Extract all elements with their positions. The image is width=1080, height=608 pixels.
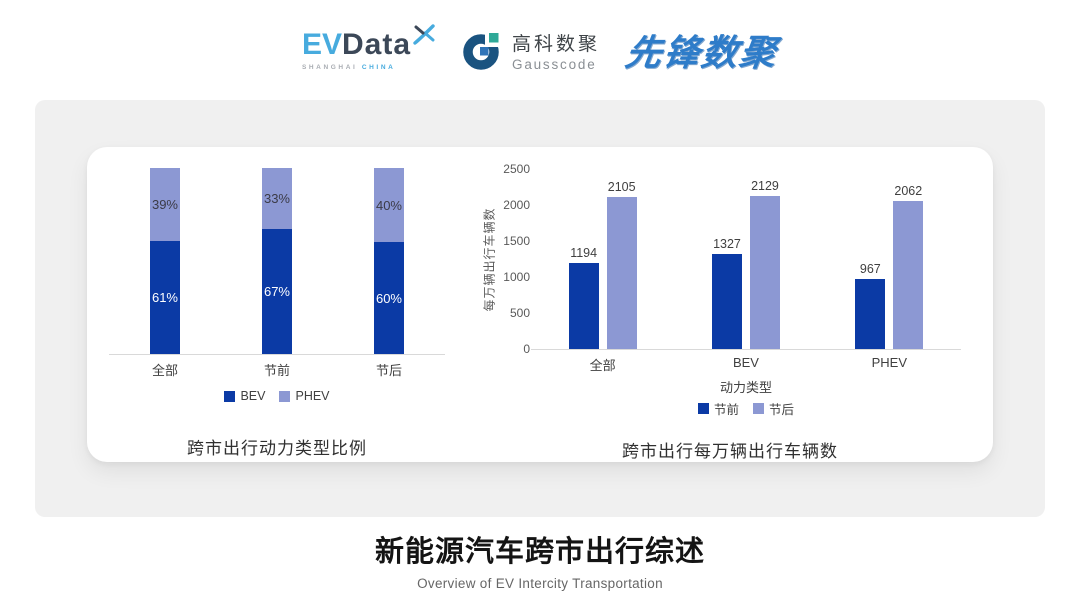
bar-wrap: 2129 — [749, 170, 780, 349]
bar-节后 — [606, 197, 637, 349]
stacked-chart-caption: 跨市出行动力类型比例 — [187, 439, 367, 458]
stacked-bar: 39% 61% — [149, 168, 180, 354]
category-label: 全部 — [589, 358, 616, 373]
bar-segment-phev: 33% — [261, 168, 292, 230]
legend-item: 节前 — [697, 399, 739, 418]
bar-wrap: 967 — [855, 170, 886, 349]
bar-segment-bev: 61% — [149, 240, 180, 354]
y-tick-label: 2500 — [503, 162, 530, 176]
value-label: 1194 — [570, 246, 598, 260]
bar-节前 — [855, 279, 886, 349]
evdata-x-icon — [413, 23, 435, 45]
report-footer: 新能源汽车跨市出行综述 Overview of EV Intercity Tra… — [0, 528, 1080, 591]
y-tick-label: 0 — [523, 342, 530, 356]
legend-swatch — [224, 390, 236, 402]
bar-group: 1327 2129 — [711, 170, 780, 349]
bar-segment-bev: 67% — [261, 229, 292, 354]
legend-swatch — [753, 402, 764, 414]
legend-label: 节前 — [713, 402, 739, 417]
evdata-logo: EV Data SHANGHAI CHINA — [301, 23, 436, 71]
category-label: PHEV — [871, 355, 908, 370]
bar-节后 — [749, 195, 780, 349]
bar-column: 40% 60% — [333, 168, 445, 354]
y-tick-label: 2000 — [503, 198, 530, 212]
value-label: 2129 — [751, 178, 779, 193]
y-tick-label: 500 — [509, 306, 530, 320]
category-label: 全部 — [151, 363, 178, 378]
value-label: 2105 — [607, 180, 636, 195]
bar-segment-phev: 40% — [373, 168, 404, 243]
xianfeng-logo: 先锋数聚 — [622, 32, 781, 73]
legend-label: 节后 — [769, 402, 795, 417]
stacked-cats: 全部 节前 节后 — [109, 360, 445, 379]
grouped-chart-caption: 跨市出行每万辆出行车辆数 — [622, 442, 838, 461]
charts-card: 39% 61% 33% 67% 40% 60% 全部 节前 节后 BEV PHEV 跨市出行动力… — [87, 147, 993, 462]
evdata-china-text: CHINA — [361, 63, 396, 71]
x-axis-label: 动力类型 — [719, 380, 772, 395]
footer-title: 新能源汽车跨市出行综述 — [374, 536, 705, 568]
value-label: 1327 — [713, 236, 741, 251]
bar-wrap: 1327 — [711, 170, 742, 349]
evdata-shanghai-text: SHANGHAI — [301, 63, 358, 71]
stacked-plot: 39% 61% 33% 67% 40% 60% — [109, 168, 445, 355]
evdata-subtitle: SHANGHAI CHINA — [302, 64, 395, 71]
bar-wrap: 2105 — [606, 170, 637, 349]
category-label: BEV — [732, 355, 759, 370]
legend-swatch — [697, 402, 709, 414]
stacked-bar-chart: 39% 61% 33% 67% 40% 60% 全部 节前 节后 BEV PHEV 跨市出行动力… — [95, 147, 459, 462]
charts-panel: 39% 61% 33% 67% 40% 60% 全部 节前 节后 BEV PHEV 跨市出行动力… — [35, 100, 1045, 517]
bar-segment-phev: 39% — [149, 168, 180, 241]
bar-group: 967 2062 — [855, 170, 924, 349]
grouped-legend: 节前 节后 — [531, 399, 961, 418]
bar-column: 39% 61% — [109, 168, 221, 354]
bar-wrap: 2062 — [893, 170, 924, 349]
bar-wrap: 1194 — [568, 170, 599, 349]
legend-item: PHEV — [279, 389, 330, 403]
bar-column: 33% 67% — [221, 168, 333, 354]
y-tick-label: 1000 — [503, 270, 530, 284]
footer-subtitle: Overview of EV Intercity Transportation — [417, 576, 663, 591]
category-label: 节后 — [375, 363, 402, 378]
gausscode-text: 高科数聚 Gausscode — [512, 29, 600, 72]
gausscode-cn-text: 高科数聚 — [512, 33, 601, 55]
evdata-wordmark: EV Data — [301, 23, 436, 61]
bar-节前 — [711, 253, 742, 349]
gausscode-en-text: Gausscode — [512, 56, 597, 72]
stacked-legend: BEV PHEV — [95, 389, 459, 403]
y-tick-label: 1500 — [503, 234, 530, 248]
legend-item: 节后 — [753, 399, 794, 418]
evdata-ev-text: EV — [301, 27, 342, 61]
gausscode-logo: 高科数聚 Gausscode — [462, 28, 600, 72]
legend-item: BEV — [224, 389, 265, 403]
bar-节后 — [893, 200, 924, 349]
header-logos: EV Data SHANGHAI CHINA 高科数聚 Gausscode 先锋数… — [0, 20, 1080, 80]
gausscode-g-icon — [463, 28, 505, 70]
value-label: 967 — [859, 262, 881, 277]
bar-segment-bev: 60% — [373, 242, 404, 354]
value-label: 2062 — [894, 183, 923, 198]
legend-label: PHEV — [295, 389, 330, 403]
grouped-cats: 全部 BEV PHEV — [531, 355, 961, 374]
stacked-bar: 40% 60% — [373, 168, 404, 354]
grouped-plot: 1194 2105 1327 2129 967 2062 — [531, 170, 961, 350]
stacked-bar: 33% 67% — [261, 168, 292, 354]
grouped-bar-chart: 每万辆出行车辆数 0 500 1000 1500 2000 2500 1194 2105 13… — [467, 147, 987, 462]
bar-节前 — [568, 263, 599, 349]
bar-group: 1194 2105 — [568, 170, 637, 349]
evdata-data-text: Data — [341, 27, 412, 61]
category-label: 节前 — [263, 363, 290, 378]
y-ticks: 0 500 1000 1500 2000 2500 — [485, 147, 530, 367]
legend-label: BEV — [240, 389, 266, 403]
legend-swatch — [279, 390, 291, 402]
